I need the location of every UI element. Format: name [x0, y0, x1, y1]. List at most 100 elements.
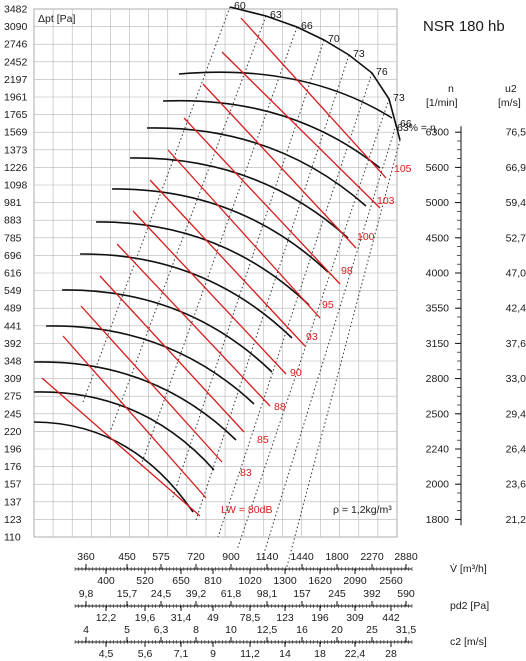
rpm-tick-label: 6300: [426, 127, 450, 139]
speed-curve: [162, 99, 381, 169]
x-upper-tick-label: 9,8: [79, 588, 94, 600]
x-upper-tick-label: 720: [187, 551, 205, 563]
y-tick-label: 1226: [4, 162, 28, 174]
x-lower-tick-label: 650: [172, 575, 190, 587]
efficiency-label: 66: [400, 118, 412, 130]
x-lower-tick-label: 12,2: [96, 612, 117, 624]
speed-curve: [79, 253, 293, 339]
efficiency-label: 63: [270, 9, 282, 21]
x-lower-tick-label: 19,6: [135, 612, 156, 624]
rpm-tick-label: 2000: [426, 479, 450, 491]
sound-level-line: [149, 179, 306, 347]
annotation-density: ρ = 1,2kg/m³: [333, 504, 392, 516]
u2-tick-label: 33,0: [506, 373, 526, 385]
y-tick-label: 981: [4, 197, 22, 209]
u2-axis-label-symbol: u2: [505, 83, 517, 95]
rpm-tick-label: 2500: [426, 408, 450, 420]
sound-level-line: [132, 210, 287, 375]
x-lower-tick-label: 18: [314, 648, 326, 660]
x-lower-tick-label: 1620: [308, 575, 332, 587]
sound-level-label: 95: [322, 299, 334, 311]
sound-level-line: [221, 51, 381, 209]
sound-level-line: [167, 149, 321, 319]
x-axis-label: c2 [m/s]: [450, 636, 487, 648]
y-tick-label: 616: [4, 268, 22, 280]
u2-tick-label: 29,4: [506, 408, 526, 420]
sound-level-label: 103: [377, 195, 395, 207]
rpm-tick-label: 3150: [426, 338, 450, 350]
sound-level-line: [62, 335, 207, 499]
x-lower-tick-label: 123: [276, 612, 294, 624]
y-tick-label: 2746: [4, 39, 28, 51]
x-lower-tick-label: 442: [382, 612, 400, 624]
u2-tick-label: 52,7: [506, 232, 526, 244]
x-upper-tick-label: 61,8: [221, 588, 242, 600]
efficiency-lines: 60 63 66 70 73 76 73 66: [82, 0, 412, 571]
y-tick-label: 1765: [4, 109, 28, 121]
x-lower-tick-label: 4,5: [99, 648, 114, 660]
efficiency-label: 60: [234, 0, 246, 12]
y-tick-label: 696: [4, 250, 22, 262]
sound-level-lines: 83 85 88 90 93 95 98 100 103 105: [41, 17, 412, 517]
sound-level-line: [202, 83, 357, 249]
x-upper-tick-label: 575: [152, 551, 170, 563]
sound-level-label: 88: [274, 401, 286, 413]
x-lower-tick-label: 2090: [343, 575, 367, 587]
sound-level-line: [99, 275, 245, 433]
y-tick-label: 220: [4, 426, 22, 438]
u2-tick-label: 76,5: [506, 127, 526, 139]
speed-curve: [61, 289, 273, 373]
y-tick-label: 245: [4, 408, 22, 420]
x-upper-tick-label: 39,2: [186, 588, 207, 600]
x-upper-tick-label: 590: [397, 588, 415, 600]
sound-level-line: [80, 305, 223, 463]
sound-first-label: LW = 80dB: [221, 504, 272, 516]
x-axis-label: V̇ [m³/h]: [450, 562, 487, 575]
y-tick-label: 309: [4, 373, 22, 385]
x-lower-tick-label: 810: [204, 575, 222, 587]
axis-labels: 110 123 137 157 176 196 220 245 275 309 348 392 441 4…: [4, 4, 526, 661]
x-lower-tick-label: 520: [136, 575, 154, 587]
sound-level-line: [41, 377, 201, 517]
x-upper-tick-label: 8: [193, 624, 199, 636]
y-tick-label: 3482: [4, 4, 28, 16]
x-lower-tick-label: 5,6: [138, 648, 153, 660]
y-tick-label: 137: [4, 496, 22, 508]
x-lower-tick-label: 196: [311, 612, 329, 624]
x-upper-tick-label: 12,5: [257, 624, 278, 636]
efficiency-label: 66: [301, 20, 313, 32]
sound-level-label: 90: [290, 367, 302, 379]
y-tick-label: 176: [4, 461, 22, 473]
x-upper-tick-label: 1800: [325, 551, 349, 563]
speed-curve: [45, 325, 255, 405]
u2-axis-label-unit: [m/s]: [498, 97, 521, 109]
limit-curve: [229, 6, 401, 141]
y-tick-label: 392: [4, 338, 22, 350]
efficiency-label: 73: [353, 48, 365, 60]
x-lower-tick-label: 1300: [273, 575, 297, 587]
y-tick-label: 441: [4, 320, 22, 332]
speed-curve: [146, 127, 367, 207]
speed-curve: [178, 71, 393, 119]
y-tick-label: 275: [4, 391, 22, 403]
u2-tick-label: 59,4: [506, 197, 526, 209]
sound-level-label: 105: [394, 163, 412, 175]
sound-level-line: [183, 117, 341, 285]
y-tick-label: 123: [4, 514, 22, 526]
efficiency-line: [217, 72, 373, 538]
y-tick-label: 2197: [4, 74, 28, 86]
speed-curve: [95, 221, 310, 306]
x-upper-tick-label: 4: [83, 624, 89, 636]
x-lower-tick-label: 309: [346, 612, 364, 624]
x-upper-tick-label: 360: [77, 551, 95, 563]
x-axis-label: pd2 [Pa]: [450, 600, 489, 612]
rpm-tick-label: 4500: [426, 232, 450, 244]
y-tick-label: 3090: [4, 21, 28, 33]
x-lower-tick-label: 31,4: [171, 612, 192, 624]
x-upper-tick-label: 2270: [360, 551, 384, 563]
speed-curve: [111, 188, 329, 273]
x-lower-tick-label: 400: [97, 575, 115, 587]
u2-tick-label: 42,4: [506, 303, 526, 315]
x-upper-tick-label: 2880: [394, 551, 418, 563]
